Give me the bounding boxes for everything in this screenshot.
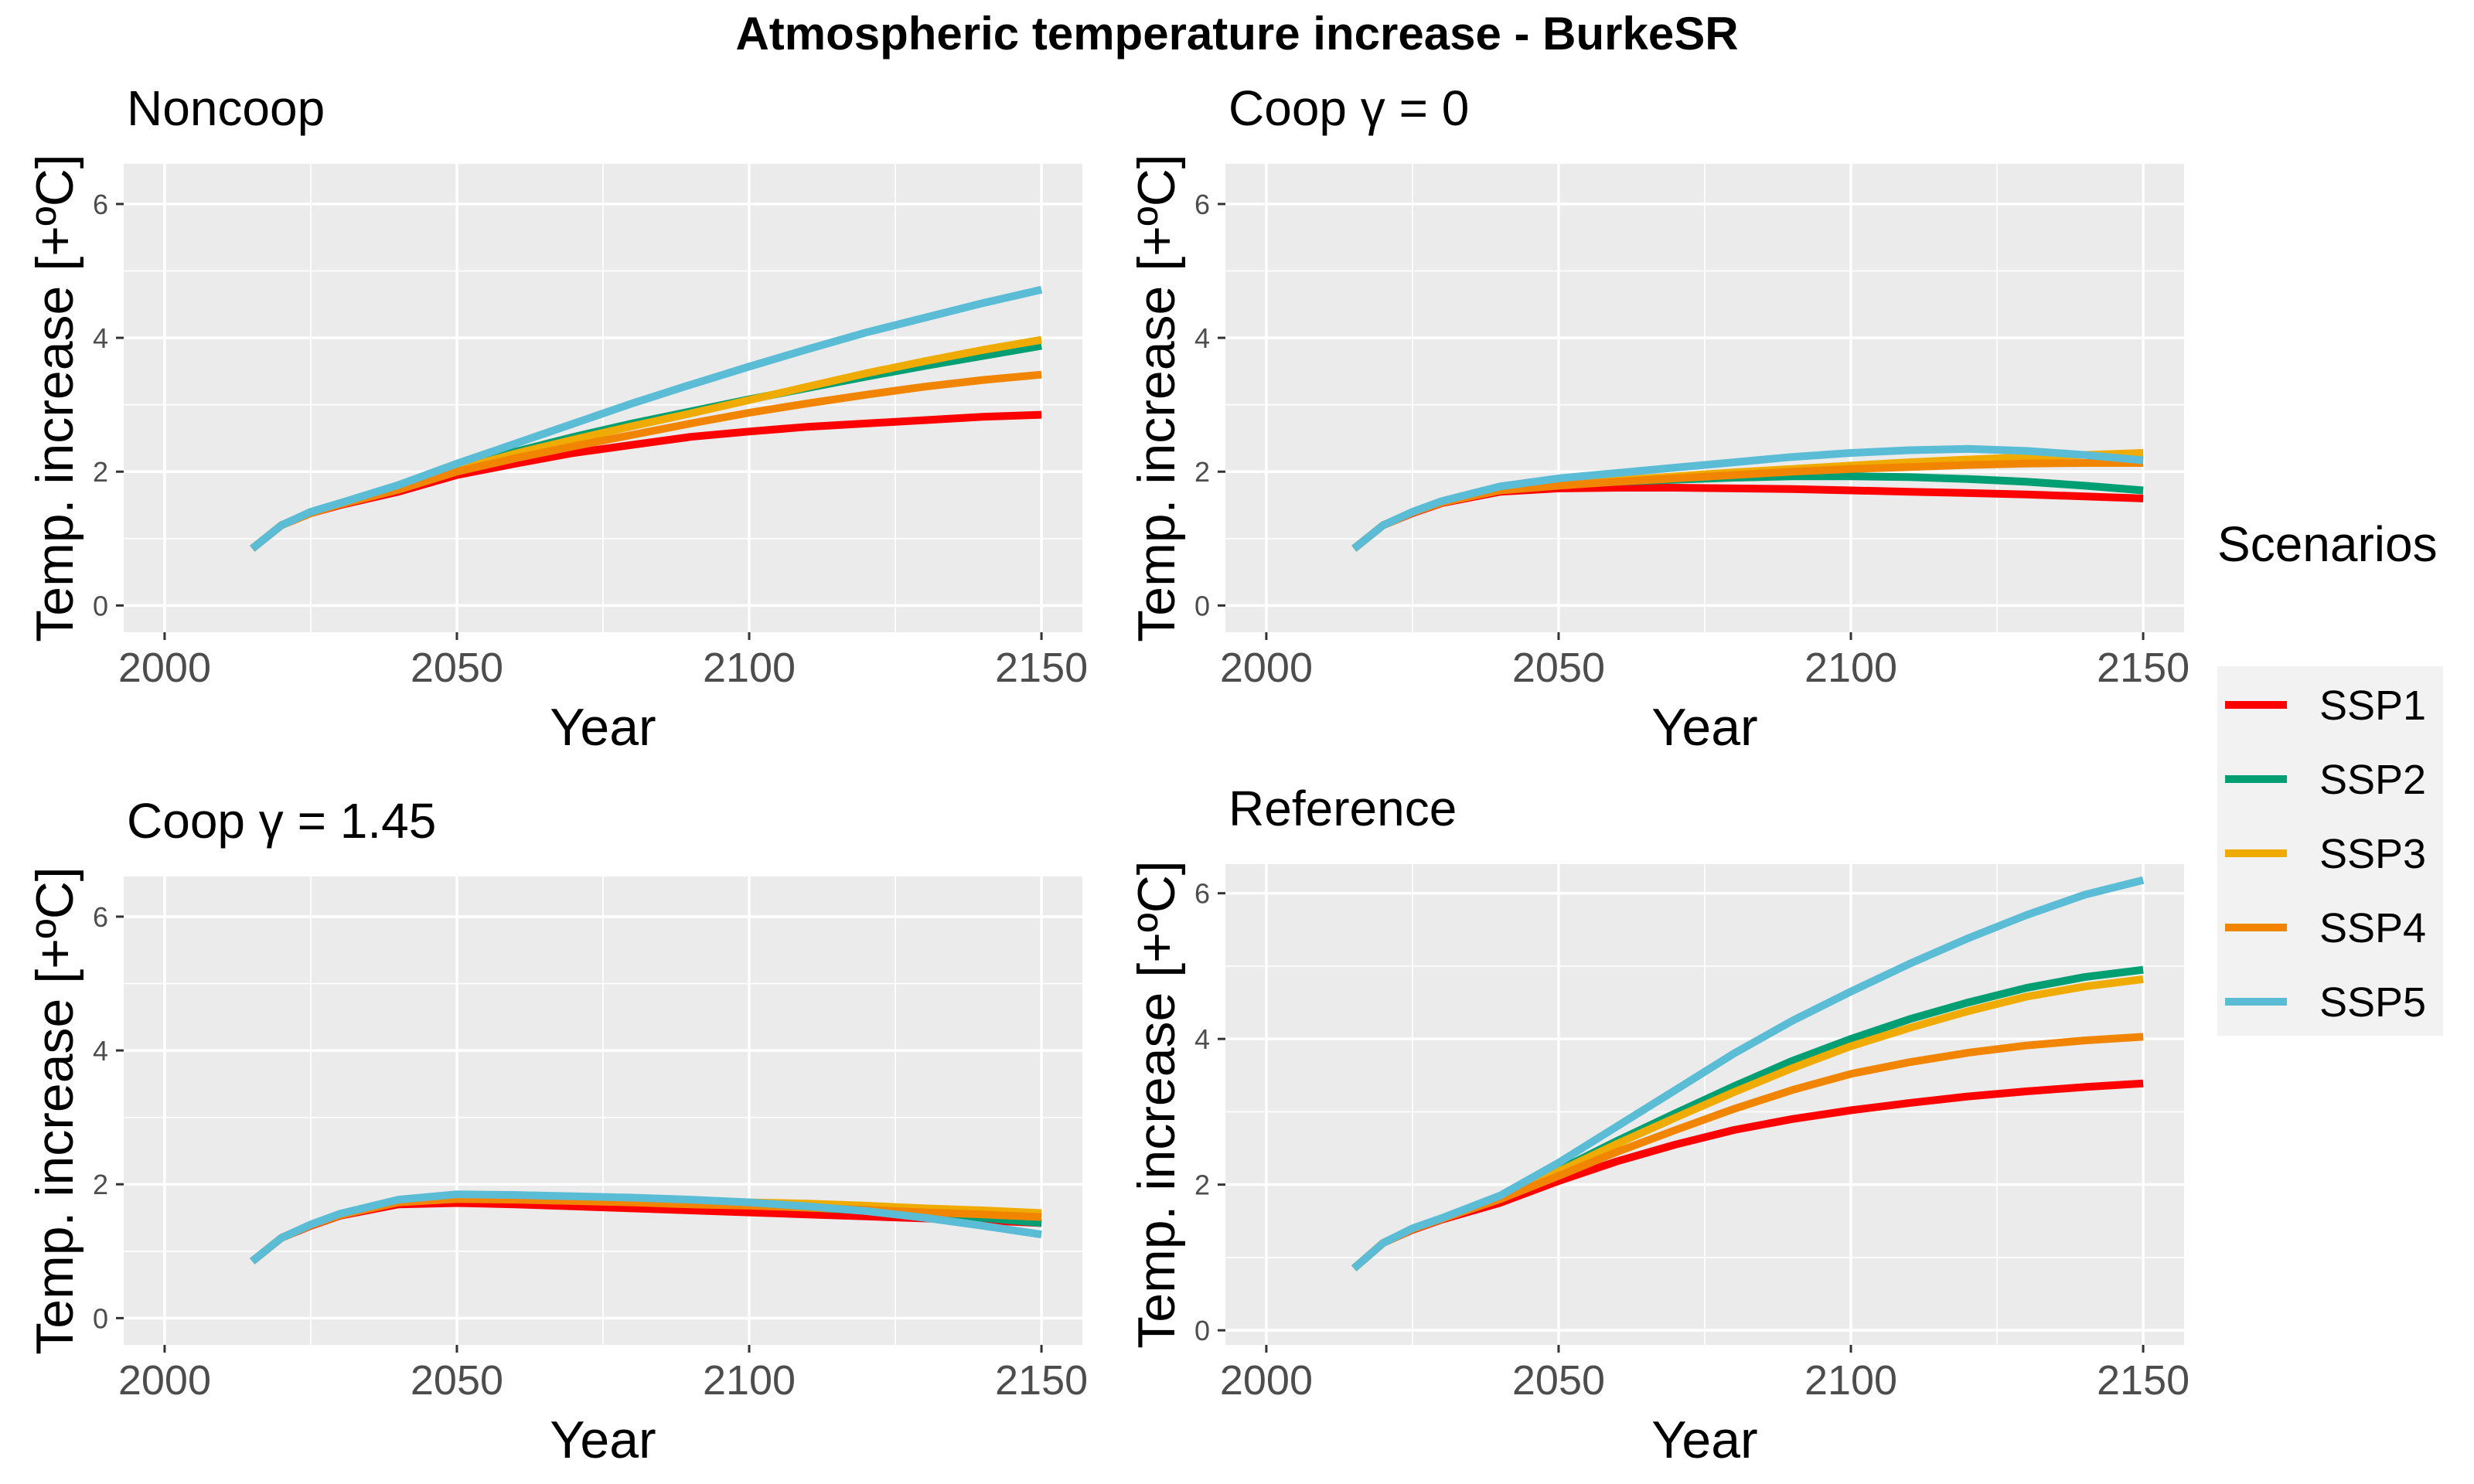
- x-tick-label: 2050: [411, 1357, 503, 1404]
- legend-label: SSP5: [2319, 979, 2426, 1026]
- legend: Scenarios SSP1 SSP2 SSP3 SSP4 SSP5: [2217, 516, 2443, 1036]
- legend-label: SSP4: [2319, 905, 2426, 951]
- legend-item-ssp5: SSP5: [2225, 979, 2426, 1026]
- y-tick-label: 6: [1194, 878, 1210, 910]
- y-tick-label: 0: [1194, 1315, 1210, 1346]
- x-tick-label: 2100: [703, 645, 796, 691]
- series-line-ssp5: [1351, 444, 2144, 552]
- panel-title: Noncoop: [127, 80, 325, 136]
- y-tick-label: 2: [93, 1169, 108, 1200]
- panel-1: 2000 2050 2100 2150 0 2 4 6 Noncoop Year Temp. inc…: [26, 80, 1088, 757]
- x-tick-label: 2000: [118, 1357, 211, 1404]
- y-tick-label: 4: [1194, 1023, 1210, 1055]
- legend-items: SSP1 SSP2 SSP3 SSP4 SSP5: [2225, 682, 2426, 1026]
- x-axis-title: Year: [1651, 1411, 1757, 1469]
- x-axis-title: Year: [550, 698, 656, 757]
- x-tick-label: 2000: [1220, 1357, 1313, 1404]
- series-line-ssp5: [250, 285, 1043, 552]
- y-axis-title: Temp. increase [+ºC]: [1127, 860, 1186, 1348]
- y-tick-label: 0: [1194, 590, 1210, 621]
- y-tick-label: 2: [1194, 1169, 1210, 1201]
- panel-title: Coop γ = 1.45: [127, 793, 436, 849]
- legend-label: SSP2: [2319, 757, 2426, 803]
- panel-2: 2000 2050 2100 2150 0 2 4 6 Coop γ = 0 Year Temp. …: [1127, 80, 2189, 757]
- y-tick-label: 4: [1194, 322, 1210, 354]
- y-axis-title: Temp. increase [+ºC]: [1127, 154, 1186, 642]
- series-line-ssp5: [1351, 876, 2145, 1271]
- x-tick-label: 2150: [995, 1357, 1088, 1404]
- legend-item-ssp2: SSP2: [2225, 757, 2426, 803]
- y-tick-label: 0: [93, 1302, 108, 1334]
- panel-title: Reference: [1228, 781, 1457, 836]
- y-tick-label: 0: [93, 590, 108, 621]
- y-axis-title: Temp. increase [+ºC]: [26, 154, 84, 642]
- y-tick-label: 4: [93, 322, 108, 354]
- legend-item-ssp3: SSP3: [2225, 831, 2426, 877]
- x-tick-label: 2150: [2097, 1357, 2189, 1404]
- panel-3: 2000 2050 2100 2150 0 2 4 6 Coop γ = 1.45 Year Tem…: [26, 793, 1088, 1469]
- series-line-ssp5: [250, 1190, 1042, 1264]
- x-tick-label: 2000: [1220, 645, 1313, 691]
- legend-title: Scenarios: [2217, 516, 2438, 572]
- legend-item-ssp4: SSP4: [2225, 905, 2426, 951]
- y-tick-label: 2: [1194, 456, 1210, 488]
- y-tick-label: 6: [1194, 189, 1210, 220]
- y-axis-title: Temp. increase [+ºC]: [26, 866, 84, 1354]
- x-tick-label: 2100: [1804, 1357, 1897, 1404]
- y-tick-label: 4: [93, 1035, 108, 1067]
- x-tick-label: 2100: [1804, 645, 1897, 691]
- x-tick-label: 2150: [2097, 645, 2189, 691]
- x-tick-label: 2050: [1512, 645, 1605, 691]
- x-tick-label: 2050: [1512, 1357, 1605, 1404]
- y-tick-label: 6: [93, 189, 108, 220]
- y-tick-label: 2: [93, 456, 108, 488]
- x-tick-label: 2150: [995, 645, 1088, 691]
- legend-item-ssp1: SSP1: [2225, 682, 2426, 729]
- panel-title: Coop γ = 0: [1228, 80, 1469, 136]
- x-tick-label: 2000: [118, 645, 211, 691]
- figure-title: Atmospheric temperature increase - Burke…: [735, 8, 1738, 60]
- x-axis-title: Year: [1651, 698, 1757, 757]
- legend-label: SSP1: [2319, 682, 2426, 729]
- x-tick-label: 2100: [703, 1357, 796, 1404]
- legend-label: SSP3: [2319, 831, 2426, 877]
- x-tick-label: 2050: [411, 645, 503, 691]
- panel-4: 2000 2050 2100 2150 0 2 4 6 Reference Year Temp. i…: [1127, 781, 2189, 1469]
- y-tick-label: 6: [93, 901, 108, 933]
- x-axis-title: Year: [550, 1411, 656, 1469]
